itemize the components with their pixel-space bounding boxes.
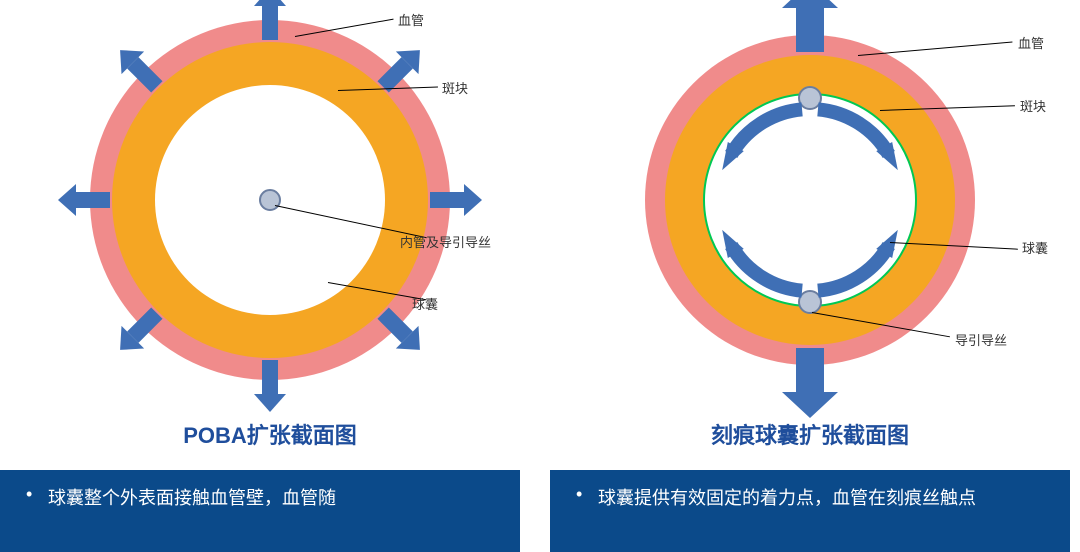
label-guidewire: 内管及导引导丝 xyxy=(400,232,491,251)
leader-vessel-r xyxy=(858,41,1012,56)
right-title: 刻痕球囊扩张截面图 xyxy=(540,418,1080,450)
curved-arrow-bl xyxy=(689,79,931,321)
right-caption-box: 球囊提供有效固定的着力点，血管在刻痕丝触点 xyxy=(550,470,1070,552)
right-caption-text: 球囊提供有效固定的着力点，血管在刻痕丝触点 xyxy=(598,484,976,510)
label-plaque-r: 斑块 xyxy=(1020,96,1046,115)
left-caption-text: 球囊整个外表面接触血管壁，血管随 xyxy=(48,484,336,510)
label-balloon: 球囊 xyxy=(412,294,438,313)
label-vessel: 血管 xyxy=(398,10,424,29)
label-balloon-r: 球囊 xyxy=(1022,238,1048,257)
left-title: POBA扩张截面图 xyxy=(0,418,540,450)
left-caption-box: 球囊整个外表面接触血管壁，血管随 xyxy=(0,470,520,552)
label-plaque: 斑块 xyxy=(442,78,468,97)
guidewire-dot xyxy=(259,189,281,211)
label-vessel-r: 血管 xyxy=(1018,33,1044,52)
label-guidewire-r: 导引导丝 xyxy=(955,330,1007,349)
